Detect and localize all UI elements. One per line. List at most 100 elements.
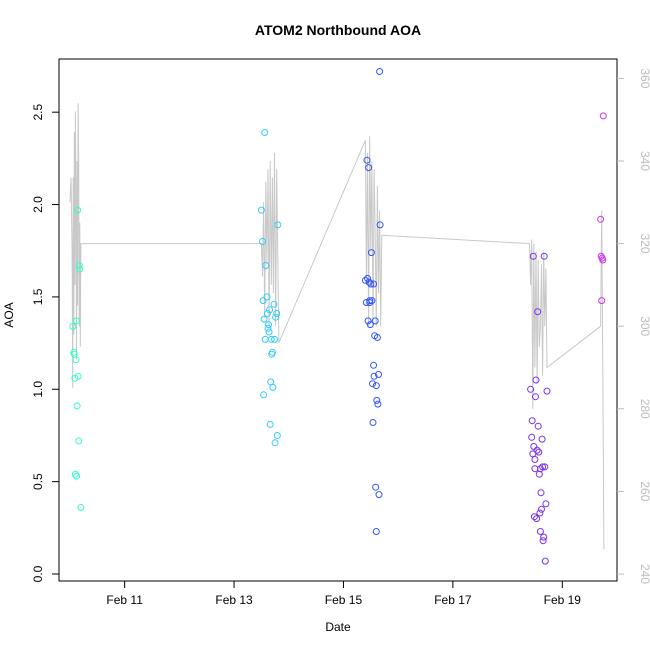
aoa-point (271, 335, 278, 343)
aoa-point (543, 387, 551, 395)
y2-tick-label: 260 (638, 481, 650, 501)
aoa-point (598, 297, 606, 305)
aoa-point (374, 400, 382, 408)
aoa-point (266, 306, 274, 314)
aoa-point (273, 310, 281, 317)
aoa-point (530, 513, 538, 521)
aoa-point (259, 297, 267, 305)
aoa-point (369, 380, 376, 388)
aoa-point (265, 328, 273, 336)
y-axis-label: AOA (2, 302, 16, 327)
aoa-point (274, 221, 282, 229)
aoa-point (540, 252, 548, 260)
aoa-point (542, 500, 550, 508)
aoa-point (375, 371, 382, 378)
aoa-point (541, 557, 549, 565)
aoa-point (69, 323, 77, 330)
chart-title: ATOM2 Northbound AOA (255, 22, 421, 38)
aoa-point (535, 448, 543, 456)
aoa-point (266, 420, 274, 428)
aoa-point (75, 262, 83, 269)
aoa-point (257, 206, 265, 214)
x-tick-label: Feb 11 (106, 593, 143, 607)
aoa-point (364, 317, 372, 325)
x-tick-label: Feb 17 (434, 593, 472, 607)
y2-tick-label: 360 (638, 68, 650, 88)
aoa-points-layer (69, 68, 607, 565)
y2-tick-label: 300 (638, 316, 650, 336)
aoa-point (263, 293, 271, 301)
aoa-point (73, 317, 80, 325)
aoa-point (527, 385, 535, 393)
aoa-point (597, 215, 605, 223)
x-axis-label: Date (325, 620, 351, 634)
aoa-point (372, 483, 380, 491)
aoa-point (269, 383, 277, 391)
aoa-point (536, 509, 544, 517)
aoa-point (539, 463, 547, 471)
y-tick-label: 1.0 (31, 381, 45, 398)
aoa-point (76, 265, 84, 273)
aoa-point (73, 472, 80, 480)
y2-tick-label: 340 (638, 151, 650, 171)
aoa-point (537, 489, 545, 497)
aoa-point (532, 376, 540, 384)
x-tick-label: Feb 15 (325, 593, 363, 607)
aoa-point (75, 437, 83, 445)
aoa-point (376, 221, 384, 229)
aoa-point (74, 206, 82, 214)
wind-direction-line (69, 103, 605, 550)
aoa-point (363, 156, 371, 164)
aoa-point (370, 280, 378, 288)
aoa-point (365, 164, 373, 172)
aoa-point (371, 317, 379, 325)
aoa-point (532, 393, 539, 401)
aoa-point (533, 515, 541, 523)
y-tick-label: 0.5 (31, 473, 45, 490)
aoa-point (530, 443, 538, 450)
aoa-point (261, 129, 269, 136)
aoa-point (270, 300, 278, 308)
aoa-point (366, 321, 374, 329)
aoa-point (265, 321, 272, 329)
y2-tick-label: 320 (638, 234, 650, 254)
x-tick-label: Feb 19 (544, 593, 582, 607)
aoa-point (534, 308, 542, 316)
aoa-point (366, 299, 374, 306)
aoa-point (271, 439, 279, 447)
aoa-point (535, 470, 543, 478)
aoa-point (272, 313, 280, 321)
aoa-point (536, 465, 544, 473)
y-tick-label: 2.5 (31, 104, 45, 121)
aoa-point (599, 256, 607, 264)
aoa-point (268, 348, 276, 356)
aoa-point (536, 528, 544, 535)
aoa-point (261, 335, 269, 343)
y-tick-label: 1.5 (31, 288, 45, 305)
aoa-point (72, 356, 80, 364)
aoa-point (533, 446, 541, 454)
aoa-point (361, 276, 369, 284)
aoa-point (370, 372, 378, 380)
aoa-point (376, 68, 384, 75)
y-tick-label: 2.0 (31, 196, 45, 213)
aoa-point (74, 372, 82, 380)
aoa-point (540, 533, 548, 541)
aoa-point (597, 252, 605, 260)
aoa-point (260, 315, 268, 323)
aoa-point (267, 335, 275, 343)
aoa-point (373, 396, 381, 404)
aoa-point (367, 249, 375, 257)
aoa-point (259, 238, 266, 245)
aoa-point (263, 310, 271, 317)
aoa-point (538, 505, 545, 513)
aoa-point (531, 456, 539, 463)
aoa-point (375, 491, 383, 499)
wind-direction-line-layer (69, 103, 605, 550)
y2-tick-label: 280 (638, 399, 650, 419)
y-tick-label: 0.0 (31, 565, 45, 582)
aoa-point (262, 262, 270, 269)
aoa-point (77, 504, 85, 511)
aoa-point (369, 419, 377, 426)
